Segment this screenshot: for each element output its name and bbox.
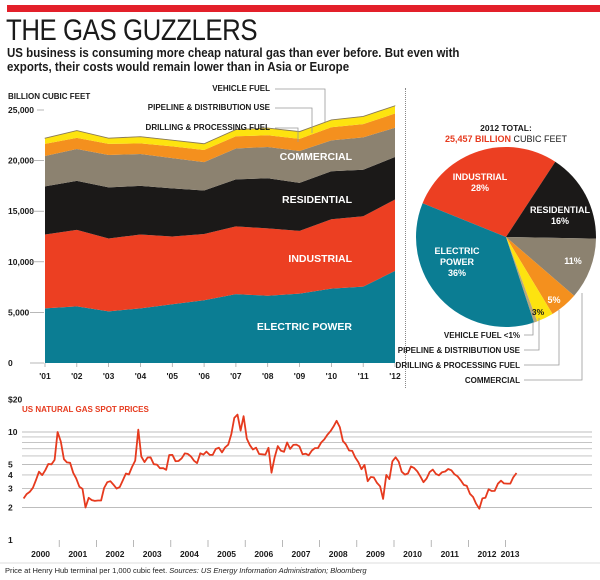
price-x-tick-label: 2012 (478, 549, 497, 559)
y-tick-label: 0 (8, 358, 13, 368)
y-tick-label: 5,000 (8, 307, 30, 317)
price-x-tick-label: 2000 (31, 549, 50, 559)
section-divider (405, 88, 406, 388)
y-tick-label: 15,000 (8, 206, 34, 216)
pie-value: 36% (448, 268, 466, 278)
x-tick-label: '10 (326, 371, 338, 381)
pie-total-value: 25,457 BILLION (445, 134, 511, 144)
area-callout-label: PIPELINE & DISTRIBUTION USE (148, 103, 271, 112)
price-x-tick-label: 2004 (180, 549, 199, 559)
pie-value: 28% (471, 183, 489, 193)
top-accent-bar (7, 5, 600, 12)
area-series-vehicle-fuel (44, 105, 396, 145)
price-x-tick-label: 2008 (329, 549, 348, 559)
x-tick-label: '09 (294, 371, 306, 381)
price-x-tick-label: 2006 (254, 549, 273, 559)
price-chart-title: US NATURAL GAS SPOT PRICES (22, 405, 149, 414)
callout-leader-line (524, 318, 540, 351)
area-series-industrial (45, 199, 395, 312)
x-tick-label: '01 (39, 371, 51, 381)
price-x-tick-label: 2003 (143, 549, 162, 559)
price-y-tick-label: 4 (8, 470, 13, 480)
pie-value: 16% (551, 216, 569, 226)
price-x-tick-label: 2007 (292, 549, 311, 559)
pie-slice-drilling-processing-fuel (506, 237, 575, 315)
price-x-tick-label: 2011 (441, 549, 460, 559)
footnote-sources: Sources: US Energy Information Administr… (169, 566, 367, 575)
price-x-tick-label: 2010 (403, 549, 422, 559)
pie-total-unit: CUBIC FEET (511, 134, 568, 144)
callout-leader-line (275, 127, 299, 142)
x-tick-label: '06 (198, 371, 210, 381)
area-series-electric-power (45, 270, 395, 363)
area-label: ELECTRIC POWER (257, 321, 353, 333)
x-tick-label: '02 (71, 371, 83, 381)
area-callout-label: VEHICLE FUEL (212, 84, 270, 93)
footnote: Price at Henry Hub terminal per 1,000 cu… (5, 566, 367, 575)
x-tick-label: '03 (103, 371, 115, 381)
pie-label: RESIDENTIAL (530, 205, 591, 215)
area-callout-label: DRILLING & PROCESSING FUEL (146, 123, 271, 132)
area-series-pipeline-distribution-use (45, 105, 395, 150)
x-tick-label: '12 (389, 371, 401, 381)
price-line-series (22, 413, 518, 510)
pie-callout-label: DRILLING & PROCESSING FUEL (396, 361, 521, 370)
callout-leader-line (275, 88, 326, 122)
x-tick-label: '04 (135, 371, 147, 381)
pie-label: POWER (440, 257, 475, 267)
pie-value: 5% (547, 295, 560, 305)
pie-label: ELECTRIC (435, 246, 481, 256)
pie-slice-industrial (422, 147, 556, 237)
x-tick-label: '05 (167, 371, 179, 381)
price-x-tick-label: 2013 (501, 549, 520, 559)
area-series-residential (45, 157, 395, 239)
area-label: COMMERCIAL (280, 151, 353, 163)
area-series-drilling-processing-fuel (45, 113, 395, 163)
pie-callout-label: VEHICLE FUEL <1% (444, 331, 520, 340)
pie-value: 3% (532, 307, 545, 317)
pie-slice-commercial (506, 237, 596, 296)
y-tick-label: 10,000 (8, 257, 34, 267)
price-y-tick-label: 1 (8, 535, 13, 545)
y-tick-label: 25,000 (8, 105, 34, 115)
y-tick-label: 20,000 (8, 156, 34, 166)
callout-leader-line (524, 322, 534, 336)
price-y-tick-label: 5 (8, 460, 13, 470)
pie-label: INDUSTRIAL (453, 172, 508, 182)
pie-title: 2012 TOTAL: (480, 123, 532, 133)
price-x-tick-label: 2005 (217, 549, 236, 559)
pie-slice-pipeline-distribution-use (506, 237, 553, 322)
x-tick-label: '08 (262, 371, 274, 381)
callout-leader-line (524, 310, 560, 366)
x-tick-label: '11 (358, 371, 369, 381)
page-title: THE GAS GUZZLERS (6, 14, 258, 47)
callout-leader-line (275, 107, 313, 133)
pie-slice-electric-power (416, 203, 534, 327)
pie-slice-vehicle-fuel (506, 237, 538, 323)
y-axis-label: BILLION CUBIC FEET (8, 92, 90, 101)
page-subtitle: US business is consuming more cheap natu… (7, 46, 460, 74)
price-y-tick-label: 10 (8, 427, 18, 437)
price-y-tick-label: 3 (8, 483, 13, 493)
pie-callout-label: PIPELINE & DISTRIBUTION USE (398, 346, 521, 355)
pie-slice-residential (506, 161, 597, 239)
price-y-tick-label: 2 (8, 502, 13, 512)
price-x-tick-label: 2002 (106, 549, 125, 559)
callout-leader-line (524, 293, 583, 381)
area-label: RESIDENTIAL (282, 194, 353, 206)
pie-total: 25,457 BILLION CUBIC FEET (445, 134, 568, 144)
area-series-commercial (45, 127, 395, 191)
pie-callout-label: COMMERCIAL (465, 376, 520, 385)
price-y-tick-label: $20 (8, 394, 22, 404)
pie-value: 11% (564, 256, 582, 266)
area-label: INDUSTRIAL (288, 253, 352, 265)
price-x-tick-label: 2001 (68, 549, 87, 559)
footnote-text: Price at Henry Hub terminal per 1,000 cu… (5, 566, 170, 575)
price-x-tick-label: 2009 (366, 549, 385, 559)
x-tick-label: '07 (230, 371, 242, 381)
